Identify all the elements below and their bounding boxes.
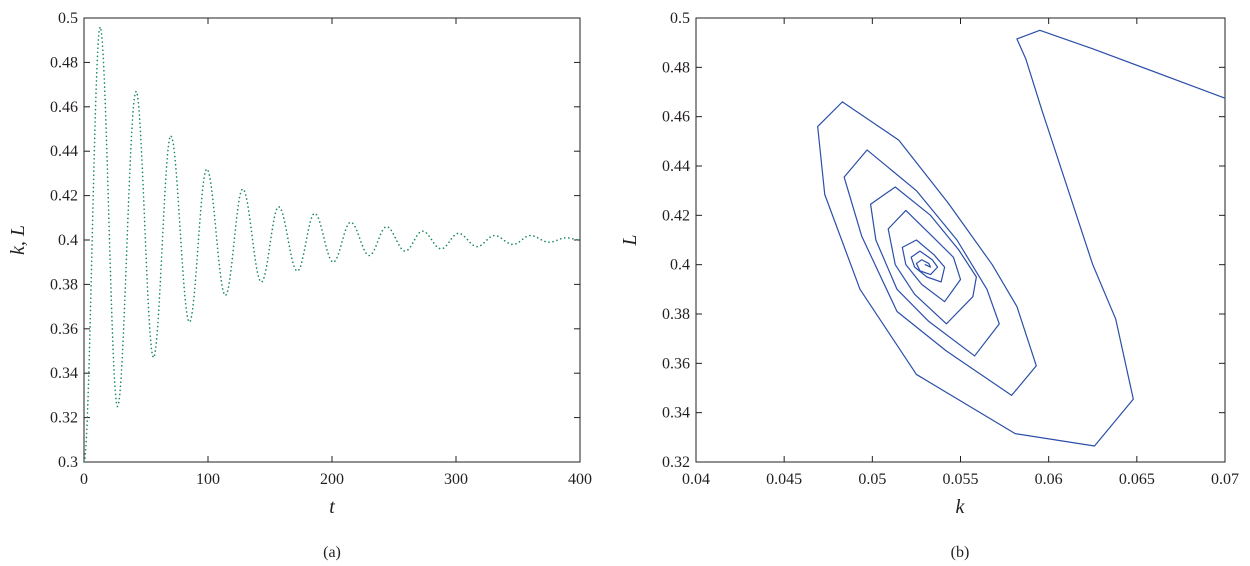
plot-frame-a [83, 17, 581, 463]
panel-b: 0.04 0.045 0.05 0.055 0.06 0.065 0.07 0.32 0.34 0… [619, 10, 1239, 561]
series-line-b [817, 29, 1226, 447]
y-tick-label-a: 0.36 [50, 321, 78, 338]
plot-frame-b [695, 17, 1226, 463]
y-tick-label-b: 0.5 [670, 10, 690, 27]
x-tick-label-a: 300 [444, 471, 468, 488]
x-tick-label-b: 0.07 [1211, 471, 1239, 488]
y-tick-label-b: 0.36 [662, 355, 690, 372]
panel-label-a: (a) [323, 544, 341, 561]
x-tick-label-b: 0.05 [858, 471, 886, 488]
y-tick-label-b: 0.46 [662, 109, 690, 126]
y-axis-label-b: L [619, 234, 641, 246]
x-tick-label-a: 100 [196, 471, 220, 488]
x-axis-label-a: t [329, 496, 335, 518]
y-tick-label-a: 0.44 [50, 143, 78, 160]
x-tick-label-b: 0.06 [1035, 471, 1063, 488]
panel-a: 0 100 200 300 400 0.3 0.32 0.34 0.36 0.38 0.4 0.42 0… [7, 10, 592, 561]
x-tick-label-a: 200 [320, 471, 344, 488]
y-tick-label-b: 0.48 [662, 59, 690, 76]
y-tick-label-b: 0.44 [662, 158, 690, 175]
y-tick-label-a: 0.4 [58, 232, 78, 249]
y-tick-label-b: 0.32 [662, 454, 690, 471]
y-tick-label-a: 0.34 [50, 365, 78, 382]
y-tick-label-b: 0.4 [670, 257, 690, 274]
x-tick-label-b: 0.045 [766, 471, 802, 488]
y-tick-label-a: 0.32 [50, 410, 78, 427]
data-group-b [817, 29, 1226, 447]
y-tick-label-a: 0.3 [58, 454, 78, 471]
x-axis-label-b: k [956, 496, 966, 518]
y-tick-label-b: 0.38 [662, 306, 690, 323]
x-tick-label-b: 0.04 [682, 471, 710, 488]
y-tick-label-a: 0.38 [50, 276, 78, 293]
series-line-a [83, 26, 581, 463]
y-tick-label-a: 0.48 [50, 54, 78, 71]
tick-group-a: 0 100 200 300 400 0.3 0.32 0.34 0.36 0.38 0.4 0.42 0… [50, 10, 592, 488]
x-tick-label-b: 0.055 [943, 471, 979, 488]
y-tick-label-a: 0.42 [50, 188, 78, 205]
y-axis-label-a: k, L [7, 225, 29, 255]
x-tick-label-b: 0.065 [1119, 471, 1155, 488]
y-tick-label-b: 0.34 [662, 405, 690, 422]
x-tick-label-a: 0 [80, 471, 88, 488]
x-tick-label-a: 400 [568, 471, 592, 488]
y-tick-label-b: 0.42 [662, 207, 690, 224]
y-tick-label-a: 0.5 [58, 10, 78, 27]
panel-label-b: (b) [951, 544, 970, 561]
y-tick-label-a: 0.46 [50, 99, 78, 116]
data-group-a [83, 26, 581, 463]
tick-group-b: 0.04 0.045 0.05 0.055 0.06 0.065 0.07 0.32 0.34 0… [662, 10, 1239, 488]
